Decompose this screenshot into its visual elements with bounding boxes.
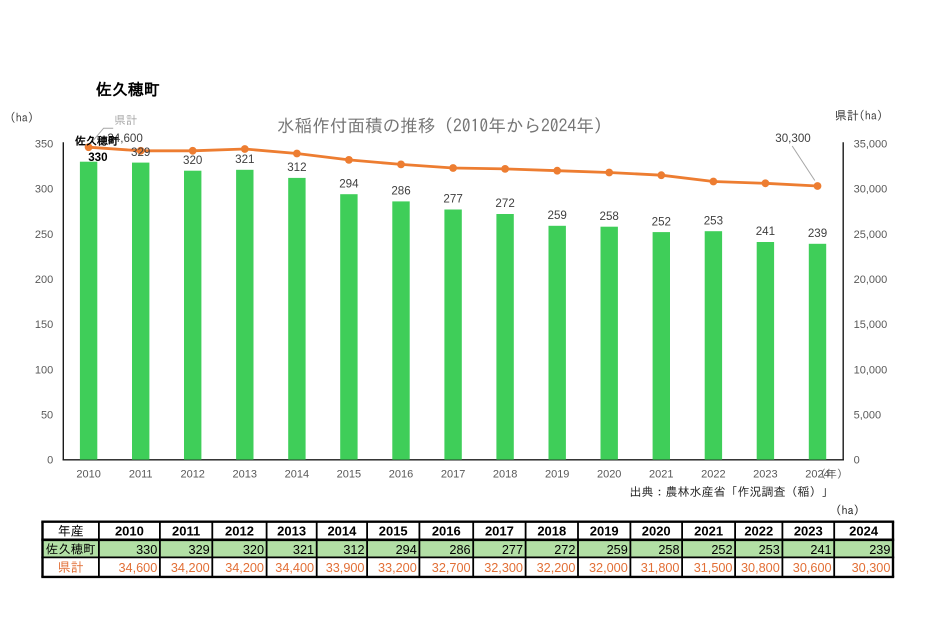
svg-text:30,600: 30,600	[793, 561, 832, 575]
svg-text:2023: 2023	[753, 469, 777, 481]
svg-text:329: 329	[131, 146, 150, 159]
svg-text:30,800: 30,800	[741, 561, 780, 575]
svg-text:259: 259	[548, 209, 567, 222]
svg-text:2013: 2013	[277, 523, 306, 538]
svg-text:241: 241	[756, 225, 775, 238]
svg-text:239: 239	[808, 227, 827, 240]
svg-text:250: 250	[35, 229, 53, 241]
svg-text:312: 312	[343, 543, 364, 557]
svg-text:31,800: 31,800	[641, 561, 680, 575]
svg-text:34,200: 34,200	[171, 561, 210, 575]
svg-text:239: 239	[869, 543, 890, 557]
svg-text:320: 320	[183, 154, 202, 167]
svg-text:330: 330	[136, 543, 157, 557]
svg-text:2023: 2023	[794, 523, 823, 538]
svg-text:32,200: 32,200	[537, 561, 576, 575]
svg-text:30,000: 30,000	[854, 184, 888, 196]
svg-text:2019: 2019	[545, 469, 569, 481]
svg-text:2021: 2021	[694, 523, 723, 538]
svg-text:2024: 2024	[805, 469, 829, 481]
svg-text:330: 330	[88, 151, 107, 164]
svg-text:0: 0	[854, 455, 860, 467]
svg-text:2017: 2017	[485, 523, 514, 538]
svg-text:312: 312	[287, 161, 306, 174]
svg-text:34,400: 34,400	[275, 561, 314, 575]
svg-text:150: 150	[35, 319, 53, 331]
svg-text:33,900: 33,900	[326, 561, 365, 575]
svg-text:10,000: 10,000	[854, 364, 888, 376]
svg-text:2022: 2022	[744, 523, 773, 538]
svg-text:272: 272	[554, 543, 575, 557]
svg-text:2018: 2018	[537, 523, 566, 538]
svg-text:2011: 2011	[129, 469, 153, 481]
svg-text:35,000: 35,000	[854, 139, 888, 151]
svg-text:253: 253	[759, 543, 780, 557]
svg-text:2020: 2020	[642, 523, 671, 538]
svg-text:30,300: 30,300	[775, 132, 810, 145]
svg-text:277: 277	[502, 543, 523, 557]
svg-text:5,000: 5,000	[854, 410, 882, 422]
svg-text:32,300: 32,300	[484, 561, 523, 575]
svg-text:272: 272	[495, 197, 514, 210]
svg-text:200: 200	[35, 274, 53, 286]
svg-text:321: 321	[293, 543, 314, 557]
svg-text:2010: 2010	[76, 469, 100, 481]
svg-text:2012: 2012	[180, 469, 204, 481]
svg-text:2013: 2013	[233, 469, 257, 481]
svg-text:30,300: 30,300	[852, 561, 891, 575]
svg-text:20,000: 20,000	[854, 274, 888, 286]
svg-text:258: 258	[658, 543, 679, 557]
svg-text:2010: 2010	[115, 523, 144, 538]
svg-text:320: 320	[243, 543, 264, 557]
svg-text:33,200: 33,200	[378, 561, 417, 575]
svg-text:286: 286	[391, 185, 410, 198]
svg-text:32,700: 32,700	[432, 561, 471, 575]
svg-text:32,000: 32,000	[589, 561, 628, 575]
svg-text:50: 50	[41, 410, 53, 422]
svg-text:350: 350	[35, 139, 53, 151]
svg-text:321: 321	[235, 153, 254, 166]
svg-text:15,000: 15,000	[854, 319, 888, 331]
svg-text:252: 252	[652, 215, 671, 228]
svg-text:25,000: 25,000	[854, 229, 888, 241]
svg-text:2018: 2018	[493, 469, 517, 481]
svg-text:31,500: 31,500	[694, 561, 733, 575]
svg-text:0: 0	[47, 455, 53, 467]
svg-text:34,200: 34,200	[225, 561, 264, 575]
svg-text:2024: 2024	[849, 523, 879, 538]
svg-text:2021: 2021	[649, 469, 673, 481]
svg-text:2011: 2011	[172, 523, 200, 538]
svg-text:294: 294	[339, 177, 359, 190]
svg-text:2022: 2022	[701, 469, 725, 481]
svg-text:2015: 2015	[379, 523, 408, 538]
svg-text:100: 100	[35, 364, 53, 376]
svg-text:2016: 2016	[389, 469, 413, 481]
svg-text:2014: 2014	[327, 523, 357, 538]
svg-text:34,600: 34,600	[118, 561, 157, 575]
svg-text:2014: 2014	[285, 469, 309, 481]
svg-text:2017: 2017	[441, 469, 465, 481]
svg-text:2020: 2020	[597, 469, 621, 481]
svg-text:286: 286	[449, 543, 470, 557]
svg-text:259: 259	[607, 543, 628, 557]
svg-text:2019: 2019	[590, 523, 619, 538]
svg-text:258: 258	[600, 210, 619, 223]
svg-text:252: 252	[711, 543, 732, 557]
svg-text:241: 241	[810, 543, 831, 557]
svg-text:2012: 2012	[225, 523, 254, 538]
svg-text:2016: 2016	[432, 523, 461, 538]
svg-text:329: 329	[189, 543, 210, 557]
svg-text:277: 277	[443, 193, 462, 206]
svg-text:2015: 2015	[337, 469, 361, 481]
svg-text:253: 253	[704, 214, 723, 227]
svg-text:294: 294	[396, 543, 417, 557]
svg-text:300: 300	[35, 184, 53, 196]
